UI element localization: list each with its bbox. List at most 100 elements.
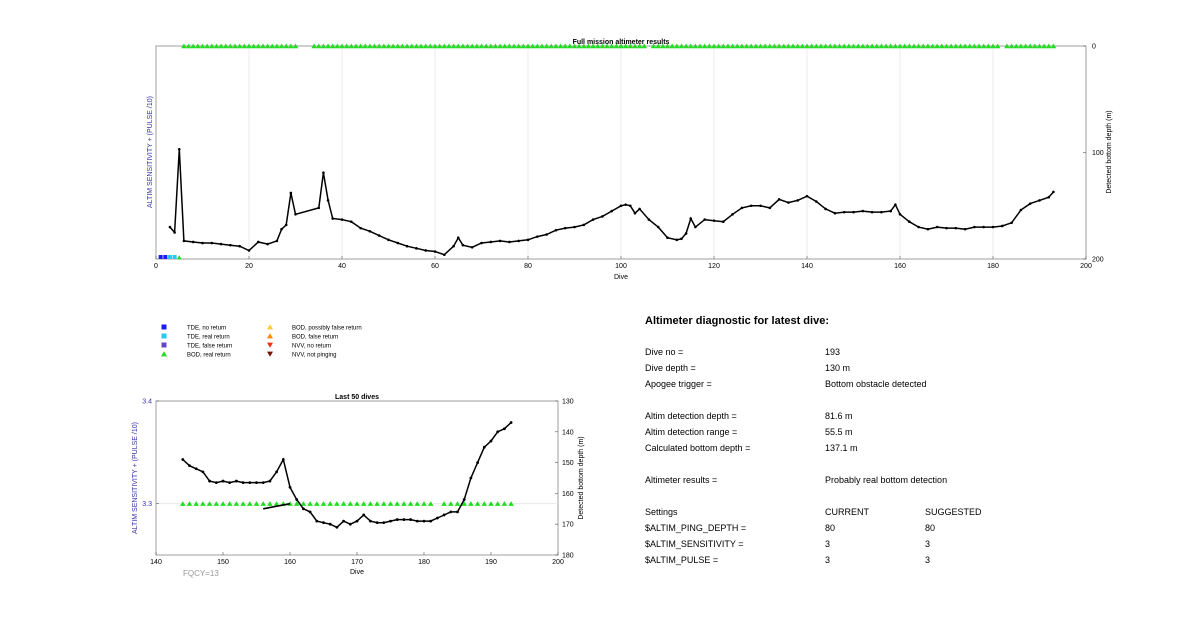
- bod-marker: [915, 43, 922, 49]
- bod-marker: [180, 501, 186, 506]
- depth-point: [424, 249, 428, 252]
- bottom-marker: [167, 255, 172, 259]
- legend-label: TDE, real return: [187, 334, 230, 340]
- bod-marker: [548, 43, 555, 49]
- bod-marker: [348, 43, 355, 49]
- bod-marker: [957, 43, 964, 49]
- depth-point: [796, 199, 799, 202]
- bod-marker: [395, 43, 401, 49]
- bod-marker: [701, 43, 708, 49]
- bod-marker: [274, 43, 280, 49]
- bod-marker: [860, 43, 866, 49]
- depth-point: [396, 241, 400, 245]
- full-mission-y-label-right: Detected bottom depth (m): [1106, 110, 1113, 193]
- depth-point: [991, 225, 995, 229]
- depth-point: [294, 212, 297, 216]
- bod-marker: [1018, 43, 1024, 49]
- bod-marker: [692, 43, 699, 49]
- bottom-marker: [176, 255, 182, 260]
- bod-marker: [199, 43, 206, 49]
- bod-marker: [711, 43, 717, 49]
- bod-marker: [813, 43, 820, 49]
- depth-point: [436, 516, 439, 520]
- depth-point: [536, 235, 539, 238]
- depth-point: [422, 519, 426, 523]
- bod-marker: [250, 43, 257, 49]
- depth-point: [219, 242, 223, 246]
- depth-point: [926, 227, 930, 231]
- bod-marker: [483, 43, 489, 49]
- legend-swatch: [267, 351, 273, 357]
- depth-point: [168, 225, 172, 229]
- depth-point: [266, 242, 269, 246]
- bod-marker: [934, 43, 940, 49]
- depth-point: [470, 245, 474, 249]
- depth-point: [666, 236, 669, 239]
- y-tick-label: 160: [562, 491, 574, 498]
- bod-marker: [669, 43, 675, 49]
- x-tick-label: 200: [552, 559, 564, 566]
- x-tick-label: 150: [217, 559, 229, 566]
- bod-marker: [804, 43, 810, 49]
- depth-point: [350, 220, 353, 224]
- legend-label: BOD, false return: [292, 334, 338, 340]
- depth-point: [221, 479, 225, 483]
- legend-swatch: [161, 351, 167, 357]
- depth-point: [201, 470, 205, 474]
- bod-marker: [494, 501, 501, 506]
- depth-point: [805, 194, 809, 198]
- diag-dive-no-label: Dive no =: [645, 347, 684, 357]
- depth-point: [235, 479, 238, 483]
- full-mission-title: Full mission altimeter results: [573, 39, 670, 46]
- bod-marker: [255, 43, 262, 49]
- bod-marker: [269, 43, 276, 49]
- bod-marker: [906, 43, 913, 49]
- bod-marker: [911, 43, 917, 49]
- bod-marker: [1022, 43, 1029, 49]
- x-tick-label: 160: [284, 559, 296, 566]
- bod-marker: [585, 43, 592, 49]
- bod-marker: [832, 43, 838, 49]
- depth-point: [389, 519, 392, 523]
- depth-point: [177, 148, 181, 151]
- bod-marker: [953, 43, 959, 49]
- full-mission-y-ticks: 0 100 200: [1083, 44, 1104, 264]
- depth-point: [861, 209, 865, 213]
- bod-marker: [315, 43, 322, 49]
- depth-point: [362, 513, 366, 517]
- bod-marker: [413, 43, 420, 49]
- bod-marker: [515, 43, 522, 49]
- depth-point: [480, 241, 483, 245]
- bod-marker: [604, 43, 610, 49]
- bod-marker: [808, 43, 815, 49]
- legend-swatch: [161, 333, 167, 339]
- bod-marker: [360, 501, 367, 506]
- bod-marker: [390, 43, 396, 49]
- bod-marker: [576, 43, 582, 49]
- bod-marker: [421, 501, 427, 506]
- depth-point: [210, 241, 214, 245]
- depth-point: [377, 234, 381, 237]
- bod-marker: [376, 43, 382, 49]
- diag-dive-depth-label: Dive depth =: [645, 363, 696, 373]
- bod-marker: [674, 43, 680, 49]
- bod-marker: [985, 43, 992, 49]
- depth-point: [331, 217, 335, 220]
- last-50-x-label: Dive: [350, 569, 364, 576]
- legend-swatch: [161, 324, 167, 330]
- bod-marker: [725, 43, 731, 49]
- depth-point: [1001, 224, 1004, 228]
- depth-point: [456, 510, 459, 514]
- bod-marker: [743, 43, 750, 49]
- depth-point: [482, 445, 486, 449]
- legend-swatch: [267, 333, 273, 339]
- bod-marker: [785, 43, 792, 49]
- diag-bottom-depth-label: Calculated bottom depth =: [645, 443, 751, 453]
- depth-point: [284, 223, 288, 227]
- last-50-bod-markers: [180, 501, 514, 506]
- diag-detection-range-label: Altim detection range =: [645, 427, 738, 437]
- last-50-depth-series: [181, 421, 513, 529]
- depth-point: [768, 206, 772, 210]
- bod-marker: [209, 43, 215, 49]
- bod-marker: [966, 43, 973, 49]
